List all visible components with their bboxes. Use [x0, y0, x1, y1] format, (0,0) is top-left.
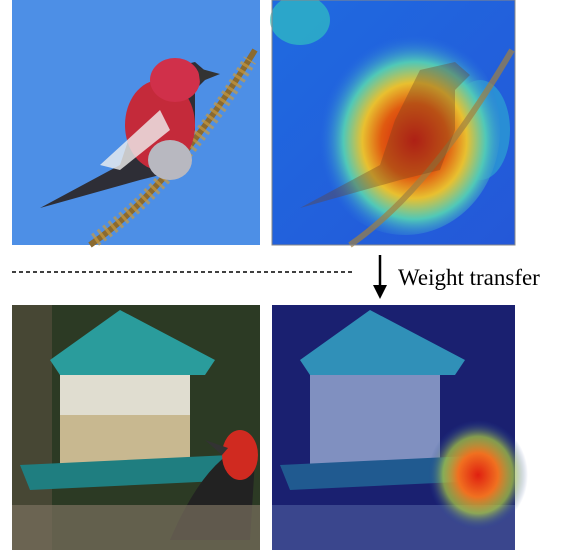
annotation-label: Weight transfer — [398, 265, 540, 290]
photo-feeder-original — [12, 305, 260, 550]
arrow-head — [373, 285, 387, 299]
photo-feeder-heatmap — [272, 305, 528, 550]
photo-bird-original — [12, 0, 260, 248]
photo-bird-heatmap — [270, 0, 516, 248]
